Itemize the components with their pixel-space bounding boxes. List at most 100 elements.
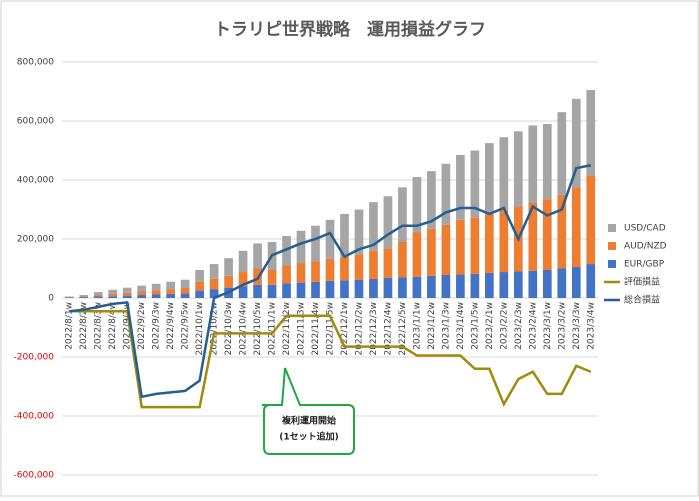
y-tick-label: -400,000 (14, 412, 55, 422)
x-tick-label: 2023/2/3w (514, 302, 524, 350)
x-tick-label: 2022/11/3w (297, 302, 307, 356)
x-tick-label: 2022/10/1w (195, 302, 205, 356)
bar (499, 137, 508, 210)
x-tick-label: 2022/11/5w (326, 302, 336, 356)
bar (94, 297, 103, 298)
bar (224, 276, 233, 288)
legend-label: 総合損益 (624, 294, 660, 306)
bar (311, 226, 320, 261)
x-tick-label: 2022/10/3w (224, 302, 234, 356)
y-tick-label: 200,000 (17, 235, 54, 245)
y-tick-label: 600,000 (17, 117, 54, 127)
bar (384, 278, 393, 298)
bar (514, 131, 523, 206)
legend-label: EUR/GBP (624, 260, 665, 270)
bar (442, 275, 451, 298)
bar (311, 261, 320, 282)
bar (456, 220, 465, 275)
bar (282, 266, 291, 284)
bar (427, 229, 436, 276)
bar (485, 214, 494, 273)
bar (499, 272, 508, 298)
bar (456, 274, 465, 298)
bar (239, 251, 248, 272)
x-tick-label: 2023/1/1w (412, 302, 422, 350)
bar (586, 264, 595, 298)
bar (282, 283, 291, 298)
x-tick-label: 2023/2/4w (528, 302, 538, 350)
bar (543, 270, 552, 298)
bar (195, 270, 204, 282)
y-tick-label: 0 (48, 294, 54, 304)
x-tick-label: 2022/9/2w (137, 302, 147, 350)
bar (413, 233, 422, 277)
bar (398, 187, 407, 242)
bar (427, 276, 436, 298)
bar (268, 270, 277, 285)
bar (369, 279, 378, 298)
y-tick-label: 800,000 (17, 58, 54, 68)
bar (557, 112, 566, 195)
bar (152, 294, 161, 298)
x-tick-label: 2023/1/3w (441, 302, 451, 350)
x-tick-label: 2023/2/1w (485, 302, 495, 350)
bar (499, 210, 508, 272)
bar (166, 289, 175, 294)
chart-title: トラリピ世界戦略 運用損益グラフ (214, 19, 486, 40)
bar (79, 297, 88, 298)
x-tick-label: 2022/9/4w (166, 302, 176, 350)
bar (108, 296, 117, 298)
bar (485, 143, 494, 214)
bar (485, 273, 494, 298)
bar (572, 187, 581, 267)
bar (152, 284, 161, 290)
bar (239, 286, 248, 298)
bar (384, 248, 393, 278)
bar (108, 294, 117, 296)
bar (137, 295, 146, 298)
bar (355, 255, 364, 280)
bar (471, 218, 480, 274)
x-tick-label: 2023/3/2w (557, 302, 567, 350)
bar (528, 125, 537, 203)
bar (79, 295, 88, 296)
bar (355, 280, 364, 298)
bar (528, 271, 537, 298)
bar (398, 277, 407, 298)
annotation-text: (1セット追加) (279, 431, 339, 443)
x-tick-label: 2022/9/3w (152, 302, 162, 350)
bar (65, 297, 74, 298)
x-tick-label: 2023/2/2w (499, 302, 509, 350)
x-tick-label: 2022/8/4w (108, 302, 118, 350)
bar (123, 293, 132, 296)
bar (181, 288, 190, 293)
x-tick-label: 2022/10/5w (253, 302, 263, 356)
bar (94, 292, 103, 295)
bar (543, 199, 552, 270)
bar (340, 257, 349, 281)
x-tick-label: 2023/3/4w (586, 302, 596, 350)
bar (137, 286, 146, 292)
x-tick-label: 2023/1/5w (470, 302, 480, 350)
bar (195, 291, 204, 298)
x-tick-label: 2022/11/2w (282, 302, 292, 356)
bar (586, 176, 595, 265)
bar (253, 243, 262, 268)
bar (123, 288, 132, 293)
bar (557, 269, 566, 299)
bar (369, 251, 378, 279)
bar (442, 225, 451, 275)
bar (166, 294, 175, 298)
bar (326, 259, 335, 281)
x-tick-label: 2023/3/1w (543, 302, 553, 350)
bar (572, 267, 581, 298)
legend-swatch (608, 242, 616, 250)
bar (181, 293, 190, 298)
bar (181, 280, 190, 288)
bar (311, 282, 320, 298)
bar (297, 283, 306, 298)
bar (65, 297, 74, 298)
bar (123, 296, 132, 298)
